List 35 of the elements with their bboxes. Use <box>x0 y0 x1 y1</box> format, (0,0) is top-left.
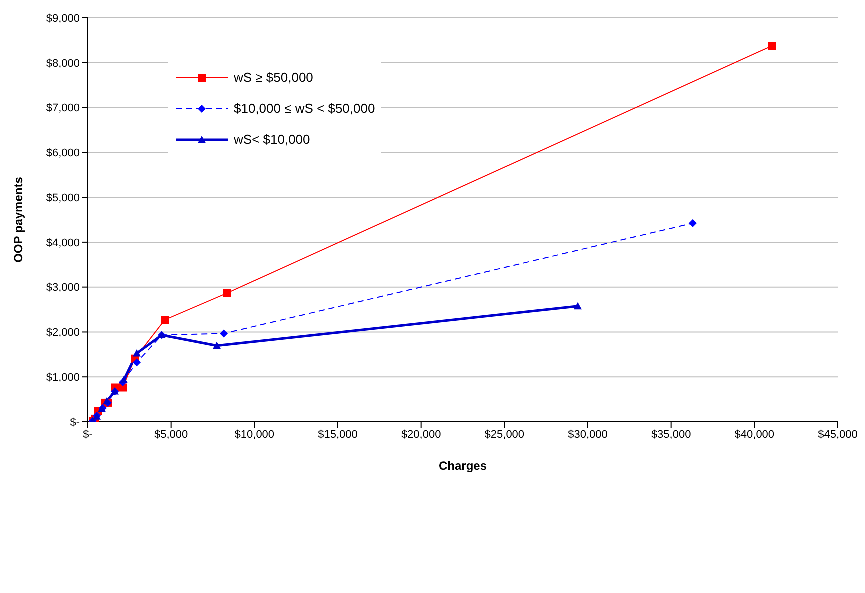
x-tick-label: $45,000 <box>818 428 858 441</box>
point <box>689 219 697 228</box>
legend-label: wS< $10,000 <box>234 132 310 147</box>
x-tick-label: $25,000 <box>484 428 525 441</box>
x-tick-label: $5,000 <box>154 428 188 441</box>
x-tick-label: $20,000 <box>401 428 442 441</box>
point <box>223 289 231 298</box>
legend-label: $10,000 ≤ wS < $50,000 <box>234 101 376 116</box>
point <box>161 316 169 324</box>
y-tick-label: $8,000 <box>46 58 80 70</box>
y-axis-title: OOP payments <box>11 176 26 263</box>
y-tick-label: $1,000 <box>46 372 80 384</box>
point <box>213 342 221 350</box>
y-tick-label: $4,000 <box>46 237 80 250</box>
point <box>220 330 228 338</box>
y-tick-label: $7,000 <box>46 102 80 115</box>
x-tick-label: $40,000 <box>734 428 775 441</box>
y-tick-label: $9,000 <box>46 12 80 25</box>
point <box>120 376 128 384</box>
point <box>133 358 141 367</box>
x-tick-label: $- <box>83 428 94 441</box>
y-tick-label: $2,000 <box>46 327 80 340</box>
y-tick-label: $5,000 <box>46 192 80 204</box>
x-tick-label: $30,000 <box>568 428 608 441</box>
point <box>574 302 582 310</box>
x-tick-label: $15,000 <box>318 428 358 441</box>
legend-label: wS ≥ $50,000 <box>234 70 314 85</box>
x-tick-label: $10,000 <box>234 428 275 441</box>
x-tick-label: $35,000 <box>651 428 692 441</box>
y-tick-label: $- <box>70 416 80 429</box>
y-tick-label: $3,000 <box>46 282 80 294</box>
point <box>133 350 141 357</box>
y-tick-label: $6,000 <box>46 148 80 160</box>
point <box>768 42 776 50</box>
x-axis-title: Charges <box>438 459 488 473</box>
